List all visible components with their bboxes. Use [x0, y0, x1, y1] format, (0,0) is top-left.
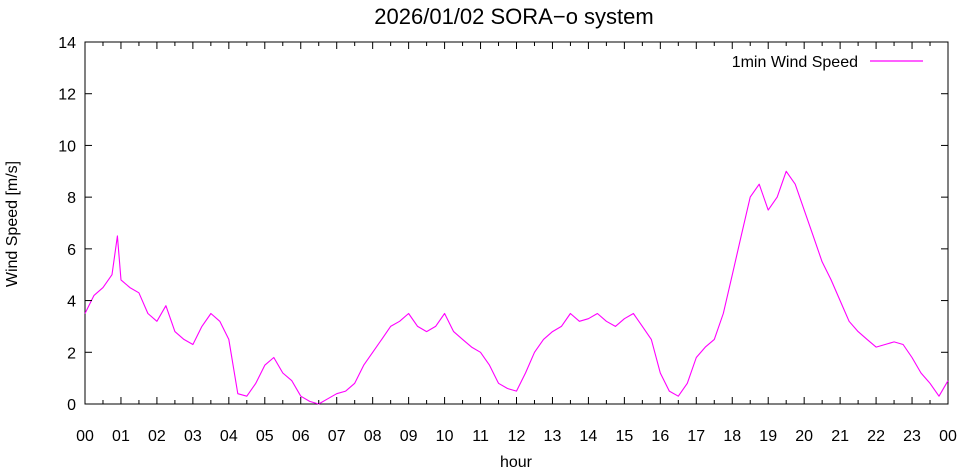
x-tick-label: 03	[184, 428, 202, 445]
y-axis-label: Wind Speed [m/s]	[4, 161, 21, 287]
x-tick-label: 15	[615, 428, 633, 445]
x-tick-label: 13	[544, 428, 562, 445]
x-tick-label: 20	[795, 428, 813, 445]
x-tick-label: 23	[903, 428, 921, 445]
x-tick-label: 00	[939, 428, 957, 445]
x-tick-label: 14	[580, 428, 598, 445]
y-tick-label: 6	[67, 242, 76, 259]
x-tick-label: 19	[759, 428, 777, 445]
series-layer	[84, 170, 949, 405]
y-tick-label: 10	[58, 138, 76, 155]
x-tick-label: 04	[220, 428, 238, 445]
x-tick-label: 10	[436, 428, 454, 445]
x-tick-label: 09	[400, 428, 418, 445]
y-tick-label: 12	[58, 87, 76, 104]
x-tick-label: 05	[256, 428, 274, 445]
x-tick-label: 00	[76, 428, 94, 445]
x-tick-label: 18	[723, 428, 741, 445]
legend: 1min Wind Speed	[732, 54, 923, 71]
x-tick-label: 02	[148, 428, 166, 445]
y-tick-label: 8	[67, 190, 76, 207]
plot-area	[84, 41, 949, 405]
x-tick-label: 06	[292, 428, 310, 445]
y-tick-label: 4	[67, 294, 76, 311]
chart-title: 2026/01/02 SORA−o system	[374, 4, 653, 29]
y-tick-label: 14	[58, 35, 76, 52]
y-tick-label: 0	[67, 397, 76, 414]
x-tick-label: 01	[112, 428, 130, 445]
x-axis-label: hour	[500, 454, 533, 471]
x-tick-label: 22	[867, 428, 885, 445]
y-tick-label: 2	[67, 345, 76, 362]
legend-label: 1min Wind Speed	[732, 54, 858, 71]
x-tick-label: 08	[364, 428, 382, 445]
x-tick-label: 07	[328, 428, 346, 445]
x-tick-label: 12	[508, 428, 526, 445]
series-line	[84, 170, 949, 405]
x-tick-label: 16	[651, 428, 669, 445]
plot-border	[84, 41, 949, 405]
x-tick-label: 21	[831, 428, 849, 445]
x-tick-label: 11	[472, 428, 489, 445]
x-tick-label: 17	[687, 428, 705, 445]
